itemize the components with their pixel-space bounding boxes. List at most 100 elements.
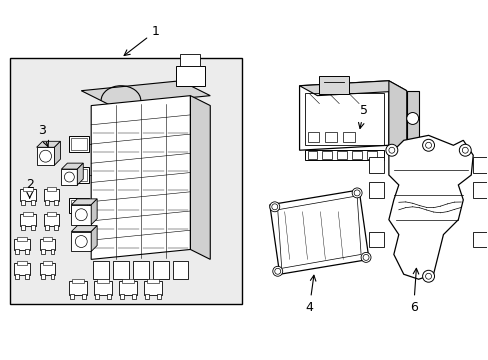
Text: 3: 3 bbox=[38, 124, 48, 147]
Bar bbox=[97, 279, 109, 283]
Bar bbox=[71, 138, 87, 150]
Bar bbox=[368, 157, 383, 173]
Bar bbox=[41, 274, 44, 279]
Polygon shape bbox=[91, 199, 97, 225]
Bar bbox=[172, 261, 188, 279]
Polygon shape bbox=[37, 141, 61, 147]
Circle shape bbox=[422, 270, 434, 282]
Text: 1: 1 bbox=[124, 24, 159, 55]
Polygon shape bbox=[71, 231, 91, 251]
Bar bbox=[31, 225, 35, 230]
Bar bbox=[82, 294, 86, 299]
Polygon shape bbox=[69, 281, 87, 295]
Polygon shape bbox=[54, 141, 61, 165]
Bar bbox=[120, 294, 123, 299]
Bar bbox=[72, 279, 84, 283]
Text: 4: 4 bbox=[305, 275, 315, 314]
Bar bbox=[107, 294, 111, 299]
Circle shape bbox=[351, 188, 361, 198]
Bar bbox=[319, 76, 348, 94]
Bar bbox=[15, 249, 19, 255]
Polygon shape bbox=[119, 281, 137, 295]
Circle shape bbox=[272, 266, 282, 276]
Polygon shape bbox=[40, 264, 55, 275]
Bar bbox=[325, 132, 337, 142]
Polygon shape bbox=[81, 81, 210, 105]
Bar bbox=[22, 187, 33, 191]
Polygon shape bbox=[20, 214, 36, 226]
Bar bbox=[25, 274, 29, 279]
Bar bbox=[20, 225, 25, 230]
Polygon shape bbox=[190, 96, 210, 260]
Bar bbox=[42, 237, 52, 240]
Bar bbox=[70, 294, 74, 299]
Circle shape bbox=[406, 113, 418, 125]
Bar bbox=[366, 151, 376, 159]
Bar bbox=[71, 169, 87, 181]
Bar bbox=[144, 294, 148, 299]
Polygon shape bbox=[388, 135, 472, 279]
Circle shape bbox=[422, 139, 434, 151]
Bar bbox=[17, 261, 27, 265]
Bar bbox=[472, 231, 487, 247]
Polygon shape bbox=[77, 163, 83, 185]
Polygon shape bbox=[43, 189, 60, 201]
Circle shape bbox=[360, 252, 370, 262]
Bar bbox=[368, 231, 383, 247]
Bar bbox=[472, 182, 487, 198]
Bar bbox=[180, 54, 200, 66]
Bar bbox=[54, 225, 59, 230]
Bar bbox=[322, 151, 332, 159]
Polygon shape bbox=[299, 81, 406, 96]
Bar bbox=[307, 151, 317, 159]
Polygon shape bbox=[91, 96, 190, 260]
Bar bbox=[133, 261, 148, 279]
Bar bbox=[41, 249, 44, 255]
Bar bbox=[31, 200, 35, 205]
Polygon shape bbox=[61, 163, 83, 169]
Bar bbox=[304, 93, 383, 145]
Polygon shape bbox=[143, 281, 162, 295]
Polygon shape bbox=[94, 281, 112, 295]
Bar bbox=[54, 200, 59, 205]
Text: 5: 5 bbox=[358, 104, 367, 129]
Bar bbox=[50, 274, 54, 279]
Text: 6: 6 bbox=[409, 268, 418, 314]
Bar bbox=[69, 136, 89, 152]
Polygon shape bbox=[71, 226, 97, 231]
Circle shape bbox=[269, 202, 279, 212]
Bar bbox=[113, 261, 129, 279]
Bar bbox=[42, 261, 52, 265]
Circle shape bbox=[385, 144, 397, 156]
Polygon shape bbox=[71, 199, 97, 205]
Bar bbox=[44, 225, 48, 230]
Polygon shape bbox=[61, 169, 77, 185]
Polygon shape bbox=[91, 226, 97, 251]
Bar bbox=[175, 66, 205, 86]
Bar bbox=[22, 212, 33, 216]
Bar bbox=[132, 294, 136, 299]
Circle shape bbox=[458, 144, 470, 156]
Bar bbox=[93, 261, 109, 279]
Bar bbox=[20, 200, 25, 205]
Bar bbox=[95, 294, 99, 299]
Polygon shape bbox=[37, 147, 54, 165]
Bar bbox=[351, 151, 361, 159]
Polygon shape bbox=[71, 205, 91, 225]
Bar bbox=[46, 212, 56, 216]
Polygon shape bbox=[14, 264, 30, 275]
Bar bbox=[307, 132, 319, 142]
Bar bbox=[69, 167, 89, 183]
Polygon shape bbox=[406, 91, 418, 155]
Bar bbox=[17, 237, 27, 240]
Bar bbox=[304, 150, 383, 160]
Bar bbox=[50, 249, 54, 255]
Bar bbox=[368, 182, 383, 198]
Bar bbox=[44, 200, 48, 205]
Polygon shape bbox=[388, 81, 406, 155]
Bar bbox=[10, 58, 242, 304]
Bar bbox=[152, 261, 168, 279]
Polygon shape bbox=[40, 239, 55, 251]
Polygon shape bbox=[20, 189, 36, 201]
Bar bbox=[146, 279, 158, 283]
